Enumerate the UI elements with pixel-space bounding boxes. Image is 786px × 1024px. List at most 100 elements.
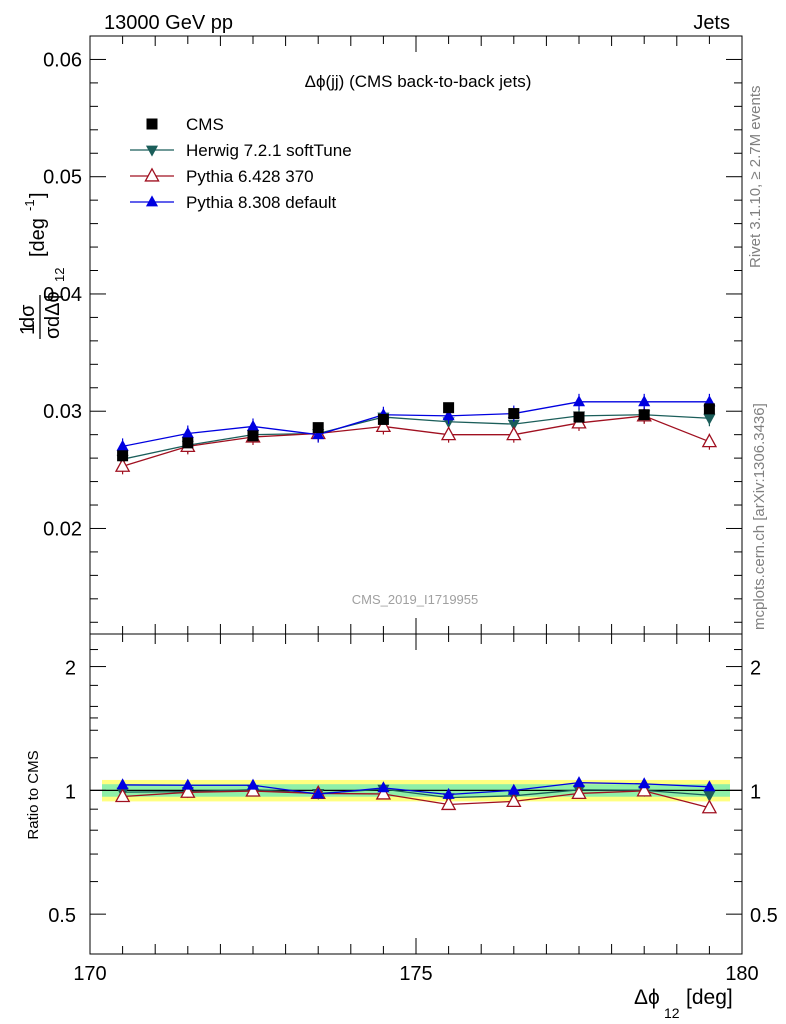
header-process-label: Jets [693, 12, 730, 34]
series-0 [117, 402, 715, 462]
legend-marker [145, 195, 159, 207]
x-axis-title-symbol: Δϕ [634, 986, 660, 1009]
svg-text:σ: σ [42, 326, 64, 339]
header-energy-label: 13000 GeV pp [104, 12, 233, 34]
main-y-tick-label: 0.03 [43, 401, 82, 423]
data-point [116, 439, 129, 451]
ratio-y-tick-label-right: 2 [750, 658, 761, 680]
legend-marker [145, 145, 159, 157]
legend-label: Pythia 8.308 default [186, 193, 337, 212]
data-point [246, 419, 260, 431]
data-point [377, 413, 389, 425]
data-point [703, 403, 715, 415]
legend-marker [144, 167, 160, 182]
svg-text:-1: -1 [22, 199, 37, 211]
ratio-series-line [122, 788, 710, 799]
data-point [312, 422, 324, 434]
data-point [506, 426, 522, 441]
ratio-y-tick-label: 0.5 [48, 905, 76, 927]
legend-entry: Pythia 8.308 default [130, 193, 337, 212]
data-point [638, 395, 651, 407]
ratio-point [114, 788, 131, 803]
ratio-y-tick-label: 1 [65, 781, 76, 803]
data-point [440, 426, 457, 441]
source-info-label: mcplots.cern.ch [arXiv:1306.3436] [751, 403, 768, 630]
main-y-axis-label: 1 dσ σ dΔϕ 12 [deg -1 ] [17, 192, 67, 339]
legend-entry: Herwig 7.2.1 softTune [130, 141, 352, 160]
x-axis-title: Δϕ 12 [deg] [634, 986, 733, 1021]
ratio-point [440, 795, 457, 811]
svg-text:dσ: dσ [17, 304, 39, 328]
ratio-y-tick-label-right: 0.5 [750, 905, 778, 927]
ratio-series-line [122, 790, 710, 809]
main-panel: 0.02 0.03 0.04 0.05 0.06 Δϕ(jj) (CMS back-to… [17, 35, 743, 635]
legend-marker [146, 118, 158, 130]
ratio-point [442, 787, 455, 799]
ratio-point [506, 792, 522, 808]
ratio-point [116, 778, 129, 790]
ratio-y-tick-label-right: 1 [750, 781, 761, 803]
data-point [442, 409, 455, 421]
data-point [638, 409, 650, 421]
main-y-tick-label: 0.05 [43, 167, 82, 189]
main-y-axis: 0.02 0.03 0.04 0.05 0.06 [43, 35, 742, 623]
main-x-axis [89, 36, 743, 634]
data-point [508, 408, 520, 420]
data-point [247, 430, 259, 442]
ratio-y-axis: 0.5 0.5 1 1 2 2 [48, 649, 778, 927]
main-y-tick-label: 0.06 [43, 49, 82, 71]
rivet-info-label: Rivet 3.1.10, ≥ 2.7M events [747, 86, 764, 269]
ratio-point [701, 799, 718, 814]
ratio-y-tick-label: 2 [65, 658, 76, 680]
x-tick-label: 180 [725, 963, 758, 985]
ratio-x-axis: 170 175 180 [73, 634, 759, 985]
main-y-tick-label: 0.02 [43, 518, 82, 540]
data-point [182, 437, 194, 449]
data-point [572, 395, 586, 407]
data-point [703, 413, 716, 425]
ratio-point [638, 777, 651, 789]
data-point [375, 417, 392, 433]
ratio-point [375, 785, 392, 800]
ratio-point [703, 790, 716, 802]
x-axis-title-unit: [deg] [686, 986, 733, 1009]
series-line [122, 414, 710, 460]
ratio-point [180, 783, 196, 798]
data-point [114, 457, 131, 472]
svg-text:dΔϕ: dΔϕ [42, 291, 64, 327]
data-point [701, 433, 718, 448]
ratio-point [507, 783, 520, 795]
series-line [122, 401, 710, 448]
legend: CMS Herwig 7.2.1 softTune Pythia 6.428 370… [130, 115, 352, 212]
svg-text:12: 12 [52, 268, 67, 282]
x-tick-label: 175 [399, 963, 432, 985]
ratio-panel: 0.5 0.5 1 1 2 2 170 175 180 Ratio to CMS [25, 633, 778, 985]
svg-text:[deg: [deg [27, 218, 49, 257]
main-plot-title: Δϕ(jj) (CMS back-to-back jets) [305, 72, 532, 91]
ratio-series-2 [116, 776, 716, 799]
ratio-point [181, 778, 194, 790]
x-tick-label: 170 [73, 963, 106, 985]
series-2 [114, 407, 718, 475]
svg-text:1: 1 [17, 324, 39, 335]
data-point [312, 428, 325, 440]
data-point [443, 402, 455, 414]
ratio-point [377, 781, 390, 793]
series-3 [116, 393, 716, 455]
legend-label: CMS [186, 115, 224, 134]
legend-label: Pythia 6.428 370 [186, 167, 314, 186]
analysis-watermark: CMS_2019_I1719955 [352, 592, 479, 607]
ratio-point [636, 782, 652, 797]
ratio-point [245, 782, 261, 797]
ratio-point [572, 776, 586, 788]
ratio-point [571, 784, 587, 800]
main-y-tick-label: 0.04 [43, 284, 82, 306]
ratio-point [703, 780, 716, 792]
x-axis-title-subscript: 12 [664, 1005, 680, 1021]
svg-text:]: ] [27, 192, 49, 198]
ratio-data-layer [114, 776, 718, 814]
ratio-y-axis-label: Ratio to CMS [25, 750, 42, 839]
legend-label: Herwig 7.2.1 softTune [186, 141, 352, 160]
ratio-point [312, 787, 325, 799]
